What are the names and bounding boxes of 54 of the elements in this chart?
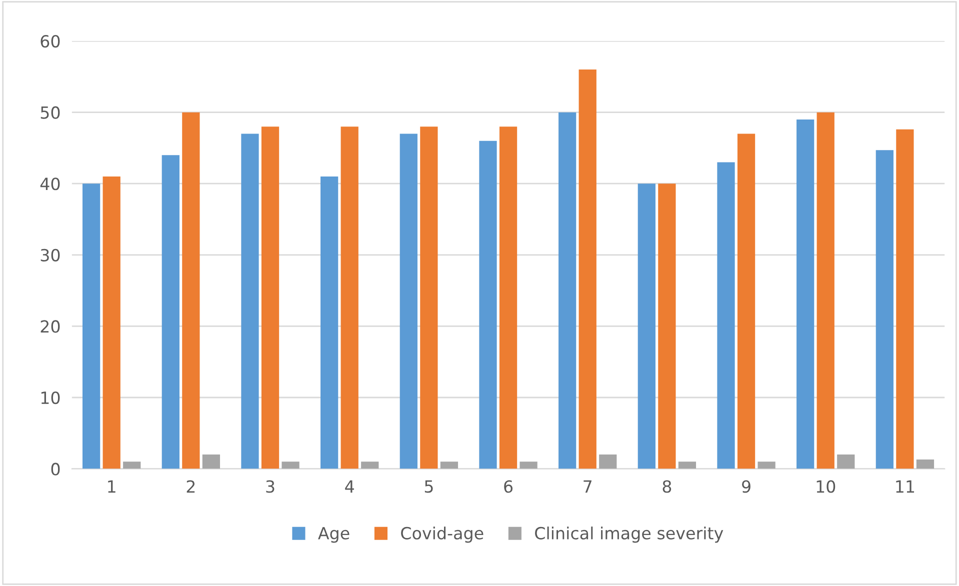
bar [658,184,676,469]
bar [916,460,934,469]
x-tick-label: 1 [108,480,116,493]
bar [420,126,438,469]
bar [361,462,379,469]
x-tick-label: 5 [424,480,433,493]
bar [876,150,894,469]
bar [758,462,776,469]
bar [102,176,120,469]
bar [202,454,220,469]
y-tick-label: 10 [41,391,60,404]
bar [499,126,518,469]
bar [599,454,617,469]
x-tick-label: 6 [504,480,513,493]
bar [578,70,596,469]
bar [182,112,200,469]
x-tick-label: 11 [896,480,914,493]
bar [520,462,538,469]
x-tick-label: 4 [345,480,354,493]
bar [241,134,259,469]
bar [400,134,418,469]
bar [896,129,914,469]
bar [320,176,338,469]
y-tick-label: 60 [40,34,60,48]
y-tick-label: 30 [40,248,60,262]
bar [479,140,497,469]
bar [340,126,358,469]
bar [737,134,756,469]
bar [162,155,180,469]
x-tick-label: 8 [662,480,672,493]
bar [261,126,280,469]
legend-label: Clinical image severity [535,526,724,543]
bar [796,119,814,469]
x-tick-label: 3 [266,480,274,493]
y-tick-label: 0 [51,462,60,476]
legend-label: Age [318,527,350,543]
bar [717,162,735,469]
bar [440,462,458,469]
x-tick-label: 9 [742,480,750,493]
bar [123,462,141,469]
y-tick-label: 20 [40,320,60,333]
bar [82,184,100,469]
bar [282,462,300,469]
bar [816,112,834,469]
bar [638,184,656,469]
bar [837,454,855,469]
y-tick-label: 50 [40,106,60,119]
x-tick-label: 2 [186,480,195,493]
y-tick-label: 40 [40,178,60,190]
bar [558,112,576,469]
x-tick-label: 7 [584,480,592,493]
legend-label: Covid-age [401,526,484,543]
x-tick-label: 10 [816,480,836,493]
bar [678,462,696,469]
